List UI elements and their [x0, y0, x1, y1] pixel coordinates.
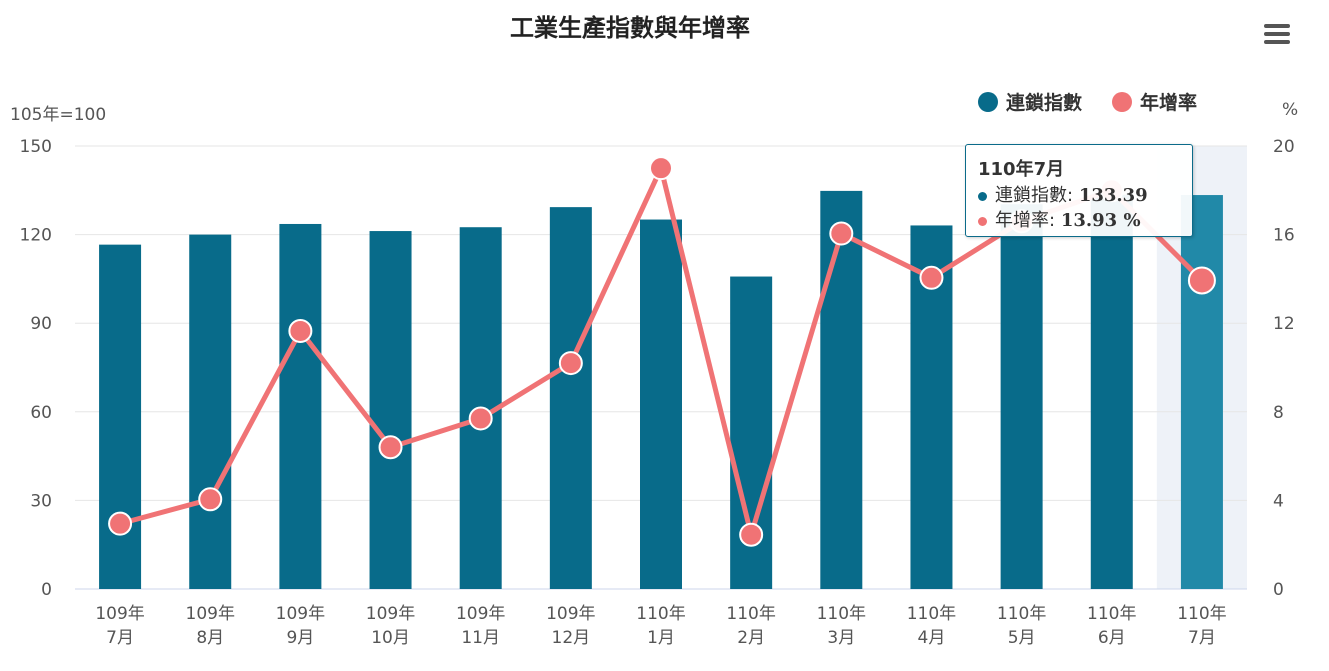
x-tick-label-year: 110年	[1177, 604, 1226, 624]
x-tick-label-month: 5月	[1008, 628, 1036, 648]
bar	[1000, 204, 1043, 589]
growth-point	[649, 156, 673, 181]
y-right-tick-label: 20	[1273, 137, 1295, 157]
y-left-tick-label: 0	[41, 580, 52, 600]
x-tick-label-year: 110年	[907, 604, 956, 624]
growth-point	[558, 351, 583, 376]
tooltip-growth-marker	[978, 216, 987, 226]
x-tick-label-year: 110年	[817, 604, 866, 624]
y-right-tick-label: 8	[1273, 403, 1284, 423]
tooltip-index-value: 133.39	[1078, 185, 1148, 206]
tooltip-growth-value: 13.93 %	[1060, 210, 1141, 231]
x-tick-label-month: 8月	[196, 628, 224, 648]
y-left-tick-label: 60	[30, 403, 52, 423]
x-tick-label-year: 109年	[546, 604, 595, 624]
tooltip: 110年7月 連鎖指數: 133.39 年增率: 13.93 %	[965, 144, 1193, 237]
y-right-tick-label: 0	[1273, 580, 1284, 600]
y-left-tick-label: 120	[20, 226, 52, 246]
growth-point	[829, 221, 854, 246]
x-tick-label-month: 7月	[106, 628, 134, 648]
bar	[640, 219, 682, 589]
tooltip-row-growth: 年增率: 13.93 %	[978, 208, 1192, 233]
growth-point	[468, 406, 493, 431]
tooltip-index-label: 連鎖指數:	[995, 185, 1074, 206]
x-tick-label-month: 3月	[827, 628, 855, 648]
x-tick-label-year: 110年	[726, 604, 775, 624]
legend-growth-marker	[1112, 91, 1133, 112]
bar	[549, 207, 592, 589]
growth-point	[919, 265, 944, 290]
x-tick-label-month: 4月	[918, 628, 946, 648]
tooltip-index-marker	[978, 191, 987, 201]
x-tick-label-month: 11月	[461, 628, 500, 648]
x-tick-label-month: 7月	[1188, 628, 1216, 648]
x-tick-label-year: 110年	[1087, 604, 1136, 624]
y-left-tick-label: 150	[20, 137, 52, 157]
x-tick-label-month: 10月	[371, 628, 410, 648]
y-right-tick-label: 16	[1273, 226, 1295, 246]
x-tick-label-month: 1月	[647, 628, 675, 648]
growth-point	[739, 522, 764, 547]
growth-point	[378, 435, 403, 460]
x-tick-label-month: 9月	[286, 628, 314, 648]
x-tick-label-year: 109年	[366, 604, 415, 624]
bar	[189, 234, 232, 589]
legend-item-index[interactable]: 連鎖指數	[978, 88, 1082, 115]
growth-point	[1187, 266, 1216, 295]
x-tick-label-year: 109年	[456, 604, 505, 624]
x-tick-label-month: 6月	[1098, 628, 1126, 648]
tooltip-row-index: 連鎖指數: 133.39	[978, 183, 1192, 208]
chart-title: 工業生產指數與年增率	[510, 14, 750, 42]
legend-index-label: 連鎖指數	[1006, 92, 1083, 114]
x-tick-label-year: 109年	[95, 604, 144, 624]
x-tick-label-year: 109年	[186, 604, 235, 624]
legend-item-growth[interactable]: 年增率	[1112, 88, 1197, 115]
legend: 連鎖指數 年增率	[978, 88, 1197, 115]
x-tick-label-year: 110年	[636, 604, 685, 624]
y-right-tick-label: 4	[1273, 491, 1284, 511]
y-left-tick-label: 30	[30, 491, 52, 511]
x-tick-label-month: 12月	[552, 628, 591, 648]
bar	[369, 231, 412, 589]
legend-index-marker	[978, 91, 998, 112]
bar	[1180, 195, 1223, 589]
y-left-tick-label: 90	[30, 314, 52, 334]
tooltip-header: 110年7月	[978, 159, 1065, 180]
y-right-tick-label: 12	[1273, 314, 1295, 334]
growth-point	[198, 487, 223, 512]
growth-point	[288, 318, 313, 343]
x-tick-label-year: 109年	[276, 604, 325, 624]
left-axis-unit: 105年=100	[10, 105, 107, 125]
tooltip-growth-label: 年增率:	[995, 210, 1056, 231]
right-axis-unit: %	[1282, 100, 1299, 120]
growth-point	[108, 511, 133, 536]
hamburger-menu-icon[interactable]	[1264, 24, 1294, 48]
x-tick-label-year: 110年	[997, 604, 1046, 624]
bar	[99, 244, 142, 589]
bar	[279, 223, 322, 589]
legend-growth-label: 年增率	[1140, 92, 1198, 114]
bar	[820, 190, 863, 589]
x-tick-label-month: 2月	[737, 628, 765, 648]
bar	[1090, 194, 1133, 590]
